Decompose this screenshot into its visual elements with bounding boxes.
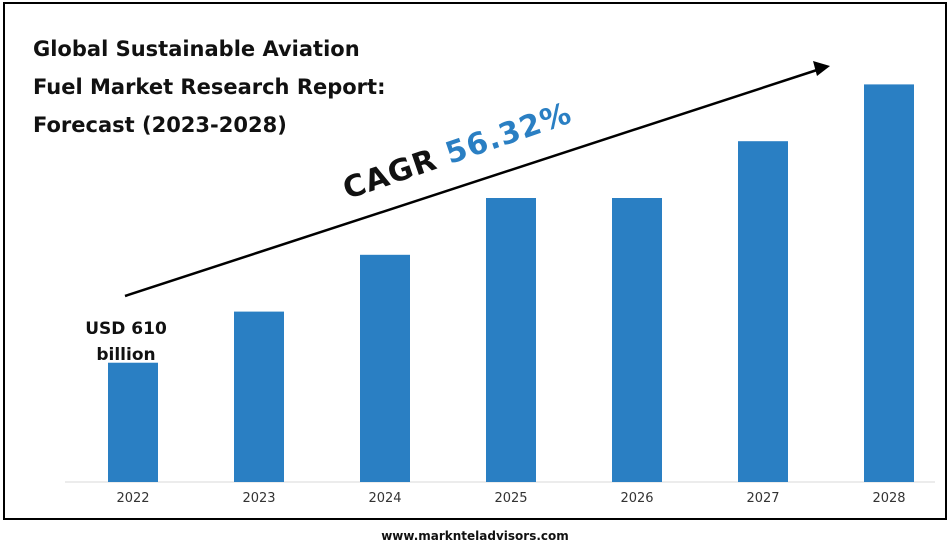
chart-title: Global Sustainable Aviation Fuel Market … bbox=[33, 30, 453, 144]
x-tick-label-2024: 2024 bbox=[368, 491, 401, 506]
bar-2022 bbox=[108, 362, 158, 482]
bars-group bbox=[108, 84, 914, 483]
x-tick-labels: 2022 2023 2024 2025 2026 2027 2028 bbox=[116, 491, 905, 506]
footer: www.marknteladvisors.com bbox=[0, 520, 950, 553]
x-tick-label-2027: 2027 bbox=[746, 491, 779, 506]
x-tick-label-2028: 2028 bbox=[872, 491, 905, 506]
title-line-2: Fuel Market Research Report: bbox=[33, 75, 386, 99]
trend-arrow-head bbox=[813, 61, 830, 76]
bar-2027 bbox=[738, 141, 788, 482]
first-bar-value-label: USD 610 billion bbox=[71, 316, 181, 368]
bar-2026 bbox=[612, 198, 662, 482]
x-tick-label-2023: 2023 bbox=[242, 491, 275, 506]
title-line-1: Global Sustainable Aviation bbox=[33, 37, 360, 61]
chart-frame: 2022 2023 2024 2025 2026 2027 2028 Global Sust… bbox=[3, 2, 947, 520]
bar-chart: 2022 2023 2024 2025 2026 2027 2028 bbox=[65, 61, 935, 506]
bar-2024 bbox=[360, 254, 410, 482]
x-tick-label-2022: 2022 bbox=[116, 491, 149, 506]
x-tick-label-2025: 2025 bbox=[494, 491, 527, 506]
cagr-trend-arrow bbox=[124, 68, 818, 298]
bar-2028 bbox=[864, 84, 914, 483]
title-line-3: Forecast (2023-2028) bbox=[33, 113, 287, 137]
website-url: www.marknteladvisors.com bbox=[381, 529, 569, 543]
x-tick-label-2026: 2026 bbox=[620, 491, 653, 506]
first-bar-value-line-1: USD 610 bbox=[85, 319, 167, 339]
bar-2023 bbox=[234, 311, 284, 482]
first-bar-value-line-2: billion bbox=[96, 345, 156, 365]
bar-2025 bbox=[486, 198, 536, 482]
